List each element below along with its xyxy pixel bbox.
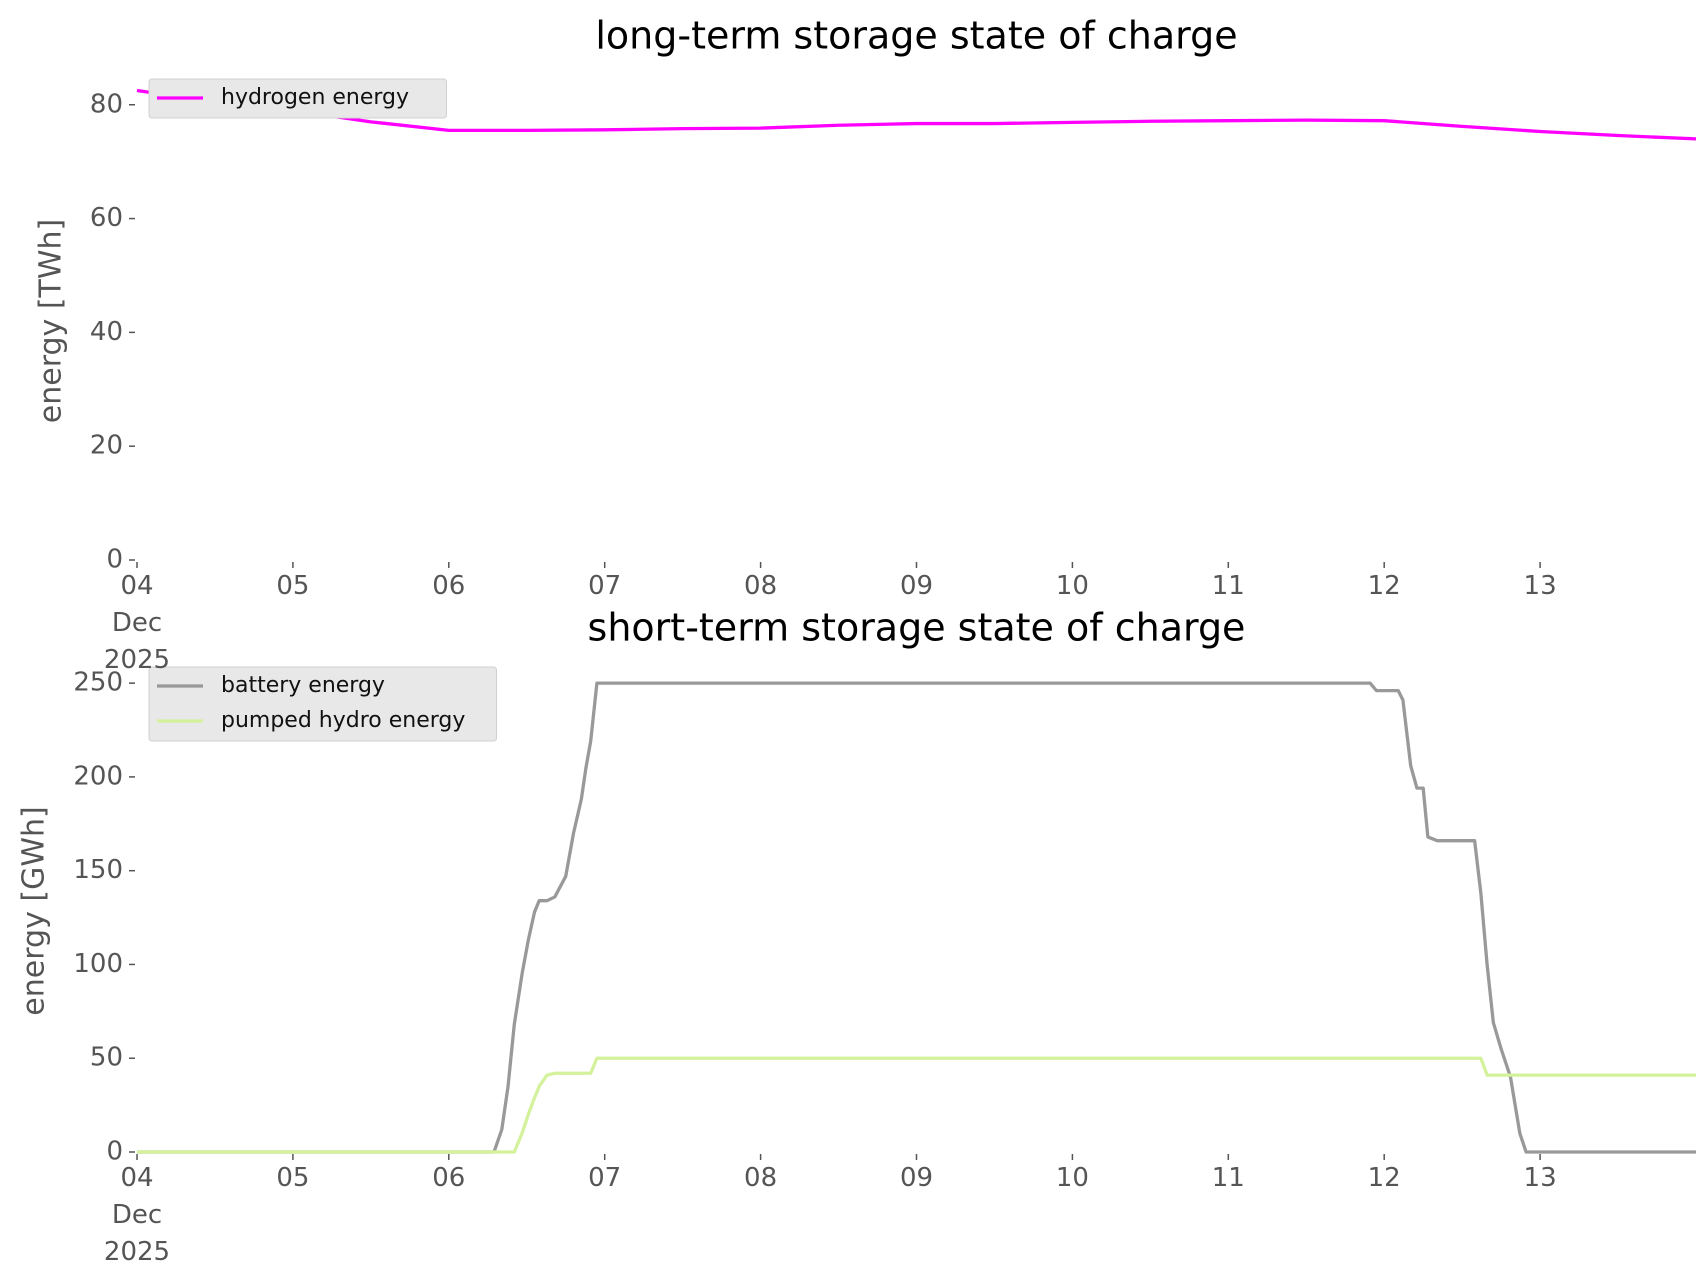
x-tick-label: 06 — [432, 1163, 466, 1193]
x-tick-label: 09 — [899, 1163, 934, 1193]
x-tick-label: 12 — [1367, 1163, 1401, 1193]
legend-label: battery energy — [221, 673, 385, 698]
x-tick-label: 09 — [899, 571, 934, 601]
y-tick-label: 0 — [106, 1137, 123, 1167]
y-axis-label: energy [GWh] — [17, 806, 52, 1015]
x-tick-label: 04 Dec 2025 — [103, 571, 171, 675]
x-tick-label: 05 — [276, 571, 310, 601]
y-tick-label: 150 — [73, 855, 123, 885]
line-series — [136, 88, 1697, 141]
x-tick-label: 10 — [1055, 571, 1089, 601]
y-tick-label: 250 — [73, 668, 123, 698]
x-tick-label: 12 — [1367, 571, 1401, 601]
y-tick-label: 200 — [73, 761, 123, 791]
legend-label: hydrogen energy — [221, 85, 409, 110]
x-tick-label: 10 — [1055, 1163, 1089, 1193]
x-tick-label: 06 — [432, 571, 466, 601]
x-tick-label: 13 — [1523, 1163, 1557, 1193]
x-tick-label: 11 — [1211, 571, 1245, 601]
x-tick-label: 07 — [588, 1163, 622, 1193]
line-series — [137, 1056, 1696, 1154]
legend-label: pumped hydro energy — [221, 708, 465, 733]
y-axis-label: energy [TWh] — [34, 219, 69, 423]
x-tick-label: 08 — [744, 1163, 778, 1193]
y-tick-label: 80 — [90, 89, 123, 119]
legend-box — [148, 666, 497, 742]
y-tick-label: 60 — [90, 203, 123, 233]
x-tick-label: 08 — [744, 571, 778, 601]
y-tick-label: 20 — [90, 431, 123, 461]
y-tick-label: 0 — [106, 545, 123, 575]
chart-title: short-term storage state of charge — [588, 606, 1246, 650]
legend-box — [148, 78, 447, 119]
x-tick-label: 13 — [1523, 571, 1557, 601]
x-tick-label: 11 — [1211, 1163, 1245, 1193]
x-tick-label: 05 — [276, 1163, 310, 1193]
chart-title: long-term storage state of charge — [595, 14, 1237, 58]
x-tick-label: 04 Dec 2025 — [103, 1163, 171, 1267]
line-series — [137, 681, 1696, 1154]
y-tick-label: 100 — [73, 949, 123, 979]
y-tick-label: 40 — [90, 317, 123, 347]
x-tick-label: 07 — [588, 571, 622, 601]
y-tick-label: 50 — [90, 1043, 123, 1073]
